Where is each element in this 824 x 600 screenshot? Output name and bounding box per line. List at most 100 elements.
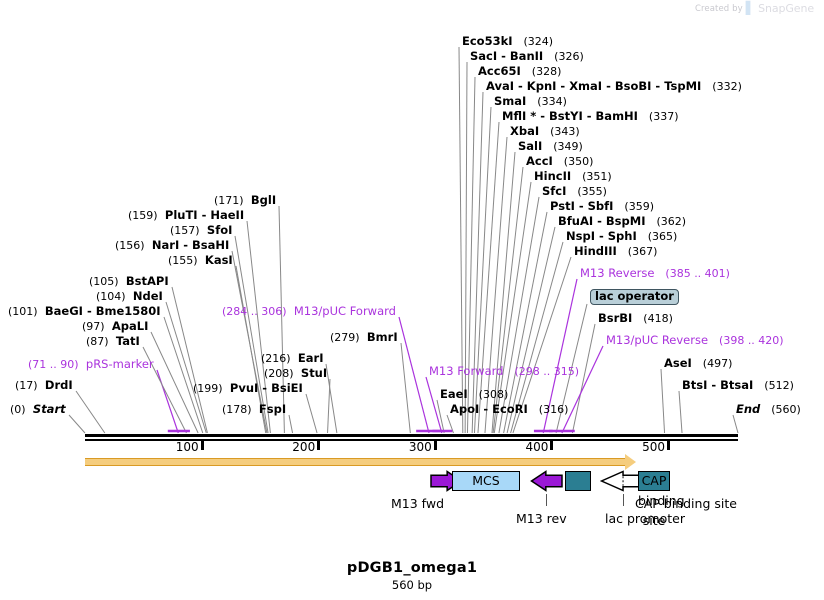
shape-arrow — [530, 470, 563, 492]
site-label-btsi[interactable]: BtsI - BtsaI (512) — [682, 379, 794, 393]
watermark-prefix: Created by — [694, 3, 743, 14]
site-label-ndei[interactable]: (104) NdeI — [96, 290, 163, 304]
orf-bar-arrowhead — [625, 454, 636, 470]
site-label-sali[interactable]: SalI (349) — [518, 139, 583, 154]
site-label-acc65i[interactable]: Acc65I (328) — [478, 64, 562, 79]
site-position-bfuai: (362) — [656, 215, 687, 228]
site-name-m13puc_fwd: M13/pUC Forward — [293, 304, 396, 318]
site-name-xbai: XbaI — [510, 124, 540, 138]
site-label-bgli[interactable]: (171) BglI — [214, 193, 277, 208]
sequence-length: 560 bp — [391, 578, 433, 592]
site-position-pvui: (199) — [193, 382, 223, 395]
site-label-eaei[interactable]: EaeI (308) — [440, 387, 508, 402]
site-position-tati: (87) — [86, 335, 109, 348]
site-name-acc65i: Acc65I — [478, 64, 521, 78]
site-label-xbai[interactable]: XbaI (343) — [510, 124, 580, 139]
site-label-m13puc_fwd[interactable]: (284 .. 306) M13/pUC Forward — [222, 304, 396, 319]
site-name-sali: SalI — [518, 139, 543, 153]
site-position-m13puc_fwd: (284 .. 306) — [222, 305, 287, 318]
site-label-bmri[interactable]: (279) BmrI — [330, 331, 398, 345]
shape-rect — [452, 471, 520, 491]
shape-label-mcs-shape: MCS — [472, 473, 500, 488]
site-label-avai[interactable]: AvaI - KpnI - XmaI - BsoBI - TspMI (332) — [486, 80, 742, 94]
shape-label-cap-shape: CAP binding site — [638, 473, 685, 528]
site-label-eari[interactable]: (216) EarI — [261, 352, 323, 366]
site-name-stui: StuI — [300, 366, 328, 380]
site-name-hindiii: HindIII — [574, 244, 617, 258]
site-position-bmri: (279) — [330, 331, 360, 344]
site-label-hincii[interactable]: HincII (351) — [534, 170, 612, 184]
site-label-mfli[interactable]: MflI * - BstYI - BamHI (337) — [502, 110, 679, 124]
shape-rect — [565, 471, 591, 491]
site-label-m13_rev[interactable]: M13 Reverse (385 .. 401) — [580, 267, 730, 281]
feature-caption-cap-lacprom: lac promoter — [605, 511, 685, 526]
site-position-sali: (349) — [553, 140, 583, 153]
site-position-drdi: (17) — [15, 379, 38, 392]
site-label-asei[interactable]: AseI (497) — [664, 357, 733, 371]
site-label-hindiii[interactable]: HindIII (367) — [574, 244, 657, 259]
site-label-kasi[interactable]: (155) KasI — [168, 253, 233, 268]
site-label-nari[interactable]: (156) NarI - BsaHI — [115, 239, 229, 253]
site-position-prs: (71 .. 90) — [28, 358, 79, 371]
site-name-nspi: NspI - SphI — [566, 229, 637, 243]
site-label-drdi[interactable]: (17) DrdI — [15, 378, 73, 393]
site-name-kasi: KasI — [204, 253, 233, 267]
site-label-bstapi[interactable]: (105) BstAPI — [89, 275, 169, 289]
site-position-btsi: (512) — [764, 379, 794, 392]
site-label-pluti[interactable]: (159) PluTI - HaeII — [128, 208, 245, 223]
site-label-nspi[interactable]: NspI - SphI (365) — [566, 229, 677, 244]
site-label-m13puc_rev[interactable]: M13/pUC Reverse (398 .. 420) — [606, 334, 784, 348]
orf-bar — [85, 458, 625, 466]
feature-shape-lacop-shape[interactable] — [565, 471, 591, 491]
ruler-tick-500 — [667, 441, 671, 450]
site-label-apoi[interactable]: ApoI - EcoRI (316) — [450, 403, 568, 417]
site-name-bsrbi: BsrBI — [598, 311, 633, 325]
site-position-bgli: (171) — [214, 194, 244, 207]
site-label-sfci[interactable]: SfcI (355) — [542, 185, 607, 199]
site-position-acc65i: (328) — [531, 65, 562, 78]
site-position-eco53ki: (324) — [523, 35, 554, 48]
site-position-ndei: (104) — [96, 290, 126, 303]
site-name-eaei: EaeI — [440, 387, 468, 401]
site-label-smai[interactable]: SmaI (334) — [494, 94, 567, 109]
site-label-tati[interactable]: (87) TatI — [86, 335, 140, 349]
site-position-nari: (156) — [115, 239, 145, 252]
site-position-psti: (359) — [624, 200, 654, 213]
site-label-sfoi[interactable]: (157) SfoI — [170, 224, 232, 238]
site-name-bgli: BglI — [250, 193, 277, 207]
site-label-prs[interactable]: (71 .. 90) pRS-marker — [28, 358, 154, 372]
site-position-mfli: (337) — [648, 110, 679, 123]
site-label-pvui[interactable]: (199) PvuI - BsiEI — [193, 382, 303, 396]
site-label-saci[interactable]: SacI - BanII (326) — [470, 50, 584, 64]
site-label-baegi[interactable]: (101) BaeGI - Bme1580I — [8, 305, 161, 319]
site-label-end[interactable]: End (560) — [736, 402, 801, 417]
site-label-fspi[interactable]: (178) FspI — [222, 403, 286, 417]
snapgene-logo-icon: ▌ — [745, 0, 756, 15]
site-label-eco53ki[interactable]: Eco53kI (324) — [462, 35, 554, 49]
site-name-drdi: DrdI — [44, 378, 73, 392]
site-label-psti[interactable]: PstI - SbfI (359) — [550, 200, 654, 214]
site-position-sfoi: (157) — [170, 224, 200, 237]
site-label-bsrbi[interactable]: BsrBI (418) — [598, 311, 673, 326]
feature-shape-cap-shape[interactable]: CAP binding site — [638, 471, 685, 528]
ruler-tick-300 — [433, 441, 437, 450]
site-name-pluti: PluTI - HaeII — [164, 208, 245, 222]
site-label-acci[interactable]: AccI (350) — [526, 155, 593, 169]
site-name-smai: SmaI — [494, 94, 527, 108]
site-name-apali: ApaLI — [111, 319, 149, 333]
feature-shape-mcs-shape[interactable]: MCS — [452, 471, 520, 491]
feature-shape-lacprom-shape[interactable] — [599, 470, 648, 492]
site-name-bfuai: BfuAI - BspMI — [558, 214, 646, 228]
site-position-avai: (332) — [712, 80, 742, 93]
feature-shape-m13rev-shape[interactable] — [530, 470, 563, 492]
site-label-start[interactable]: (0) Start — [10, 403, 66, 417]
site-label-stui[interactable]: (208) StuI — [264, 366, 328, 381]
site-label-apali[interactable]: (97) ApaLI — [82, 319, 149, 334]
site-label-m13_fwd[interactable]: M13 Forward (298 .. 315) — [429, 365, 579, 379]
ruler-tick-label-200: 200 — [292, 440, 316, 454]
site-name-end: End — [736, 402, 761, 416]
site-position-fspi: (178) — [222, 403, 252, 416]
site-label-bfuai[interactable]: BfuAI - BspMI (362) — [558, 214, 687, 229]
site-label-lacop[interactable]: lac operator — [590, 289, 679, 305]
site-position-asei: (497) — [702, 357, 733, 370]
